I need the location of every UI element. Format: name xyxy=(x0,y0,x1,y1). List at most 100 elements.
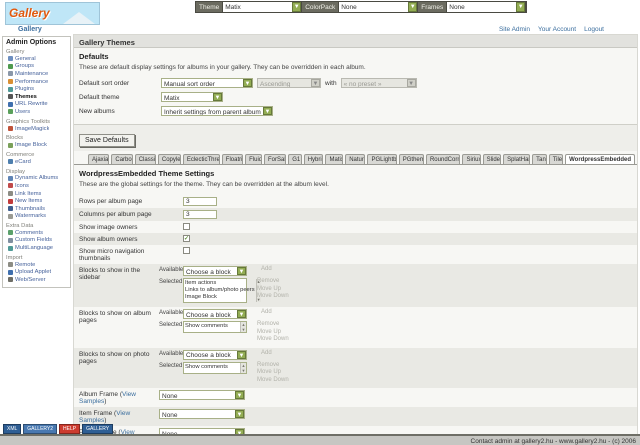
tab-splathang[interactable]: SplatHang xyxy=(503,154,531,164)
save-defaults-button[interactable]: Save Defaults xyxy=(79,134,135,147)
sort-direction-select[interactable]: Ascending ▼ xyxy=(257,78,321,88)
preset-select[interactable]: « no preset » ▼ xyxy=(340,78,417,88)
tab-wordpressembedded[interactable]: WordpressEmbedded xyxy=(565,154,636,164)
listbox-item[interactable]: Item actions xyxy=(185,280,217,286)
sidebar-item-comments[interactable]: Comments xyxy=(6,229,69,237)
tab-pgtheme[interactable]: PGtheme xyxy=(398,154,424,164)
show-micro-navigation-thumbnails-checkbox[interactable] xyxy=(183,247,190,254)
gallery-logo[interactable]: Gallery xyxy=(5,2,100,25)
sidebar-item-groups[interactable]: Groups xyxy=(6,63,69,71)
sidebar-item-upload-applet[interactable]: Upload Applet xyxy=(6,268,69,276)
move-down-link[interactable]: Move Down xyxy=(257,336,289,342)
remove-link[interactable]: Remove xyxy=(257,321,280,327)
sidebar-item-custom-fields[interactable]: Custom Fields xyxy=(6,237,69,245)
account-link-your-account[interactable]: Your Account xyxy=(538,26,577,33)
show-image-owners-checkbox[interactable] xyxy=(183,223,190,230)
scroll-up-icon[interactable]: ▲ xyxy=(241,362,246,368)
sidebar-item-url-rewrite[interactable]: URL Rewrite xyxy=(6,101,69,109)
item-frame-select[interactable]: None ▼ xyxy=(159,409,245,419)
footer-badge-gallery2[interactable]: GALLERY2 xyxy=(23,424,58,434)
scroll-down-icon[interactable]: ▼ xyxy=(241,367,246,373)
tab-forsale[interactable]: ForSale xyxy=(264,154,287,164)
columns-per-album-page-input[interactable] xyxy=(183,210,217,219)
blocks-to-show-in-the-sidebar-available-select[interactable]: Choose a block ▼ xyxy=(183,266,247,276)
add-link[interactable]: Add xyxy=(261,349,272,356)
new-albums-select[interactable]: Inherit settings from parent album ▼ xyxy=(161,106,273,116)
move-up-link[interactable]: Move Up xyxy=(257,285,282,292)
listbox-item[interactable]: Show comments xyxy=(185,363,228,370)
remove-link[interactable]: Remove xyxy=(257,361,280,368)
sidebar-item-ecard[interactable]: eCard xyxy=(6,158,69,166)
sidebar-item-performance[interactable]: Performance xyxy=(6,78,69,86)
sort-order-select[interactable]: Manual sort order ▼ xyxy=(161,78,253,88)
sidebar-item-themes[interactable]: Themes xyxy=(6,93,69,101)
listbox-scrollbar[interactable]: ▲ ▼ xyxy=(255,279,261,302)
listbox-scrollbar[interactable]: ▲ ▼ xyxy=(240,322,246,332)
add-link[interactable]: Add xyxy=(261,266,272,272)
sidebar-item-plugins[interactable]: Plugins xyxy=(6,85,69,93)
move-up-link[interactable]: Move Up xyxy=(257,328,282,335)
account-link-logout[interactable]: Logout xyxy=(584,26,604,33)
listbox-item[interactable]: Image Block xyxy=(185,294,217,300)
scroll-down-icon[interactable]: ▼ xyxy=(256,297,261,302)
move-down-link[interactable]: Move Down xyxy=(257,376,289,383)
sidebar-item-new-items[interactable]: New Items xyxy=(6,197,69,205)
tab-copyleft[interactable]: Copyleft xyxy=(157,154,181,164)
selected-blocks-listbox[interactable]: Show comments ▲ ▼ xyxy=(183,321,247,333)
footer-badge-help[interactable]: HELP xyxy=(59,424,81,434)
tab-ajaxian[interactable]: Ajaxian xyxy=(88,154,110,164)
sidebar-item-general[interactable]: General xyxy=(6,55,69,63)
album-frame-select[interactable]: None ▼ xyxy=(159,390,245,400)
sidebar-item-remote[interactable]: Remote xyxy=(6,261,69,269)
tab-tile[interactable]: Tile xyxy=(548,154,564,164)
frames-select[interactable]: None ▼ xyxy=(446,2,527,12)
move-up-link[interactable]: Move Up xyxy=(257,369,282,375)
tab-tan[interactable]: Tan xyxy=(532,154,547,164)
blocks-to-show-on-photo-pages-available-select[interactable]: Choose a block ▼ xyxy=(183,349,247,360)
scroll-down-icon[interactable]: ▼ xyxy=(241,327,246,332)
tab-eclecticthreads[interactable]: EclecticThreads xyxy=(182,154,220,164)
sidebar-item-multilanguage[interactable]: MultiLanguage xyxy=(6,244,69,252)
add-link[interactable]: Add xyxy=(261,309,272,315)
tab-hybrid[interactable]: Hybrid xyxy=(303,154,324,164)
view-samples-link[interactable]: View Samples xyxy=(79,410,131,424)
sidebar-item-link-items[interactable]: Link Items xyxy=(6,190,69,198)
scroll-up-icon[interactable]: ▲ xyxy=(256,279,261,284)
colorpack-select[interactable]: None ▼ xyxy=(338,2,419,12)
remove-link[interactable]: Remove xyxy=(257,278,280,284)
rows-per-album-page-input[interactable] xyxy=(183,197,217,206)
listbox-scrollbar[interactable]: ▲ ▼ xyxy=(240,362,246,373)
theme-select[interactable]: Matix ▼ xyxy=(222,2,303,12)
tab-pglightbox[interactable]: PGLightbox xyxy=(367,154,397,164)
sidebar-item-web-server[interactable]: Web/Server xyxy=(6,276,69,284)
account-link-site-admin[interactable]: Site Admin xyxy=(498,26,531,33)
tab-classic[interactable]: Classic xyxy=(134,154,156,164)
tab-floatrix[interactable]: Floatrix xyxy=(221,154,244,164)
sidebar-item-imagemagick[interactable]: ImageMagick xyxy=(6,125,69,133)
tab-slider[interactable]: Slider xyxy=(482,154,502,164)
sidebar-item-maintenance[interactable]: Maintenance xyxy=(6,70,69,78)
sidebar-item-users[interactable]: Users xyxy=(6,108,69,116)
tab-matix[interactable]: Matix xyxy=(325,154,344,164)
tab-nature[interactable]: Nature xyxy=(345,154,366,164)
view-samples-link[interactable]: View Samples xyxy=(79,391,136,405)
sidebar-item-watermarks[interactable]: Watermarks xyxy=(6,213,69,221)
selected-blocks-listbox[interactable]: Show comments ▲ ▼ xyxy=(183,361,247,374)
move-down-link[interactable]: Move Down xyxy=(257,293,289,299)
tab-g1[interactable]: G1 xyxy=(288,154,302,164)
tab-siriux[interactable]: Siriux xyxy=(462,154,481,164)
scroll-up-icon[interactable]: ▲ xyxy=(241,322,246,327)
tab-fluid[interactable]: Fluid xyxy=(245,154,262,164)
sidebar-item-icons[interactable]: Icons xyxy=(6,182,69,190)
blocks-to-show-on-album-pages-available-select[interactable]: Choose a block ▼ xyxy=(183,309,247,319)
tab-roundcorners[interactable]: RoundCorners xyxy=(425,154,461,164)
sidebar-item-thumbnails[interactable]: Thumbnails xyxy=(6,205,69,213)
selected-blocks-listbox[interactable]: Item actions Links to album/photo peers Im… xyxy=(183,278,261,303)
default-theme-select[interactable]: Matix ▼ xyxy=(161,92,223,102)
tab-carbon[interactable]: Carbon xyxy=(111,154,133,164)
breadcrumb-gallery-link[interactable]: Gallery xyxy=(18,26,42,33)
footer-badge-xml[interactable]: XML xyxy=(3,424,22,434)
sidebar-item-dynamic-albums[interactable]: Dynamic Albums xyxy=(6,175,69,183)
show-album-owners-checkbox[interactable]: ✓ xyxy=(183,235,190,242)
listbox-item[interactable]: Show comments xyxy=(185,323,228,329)
